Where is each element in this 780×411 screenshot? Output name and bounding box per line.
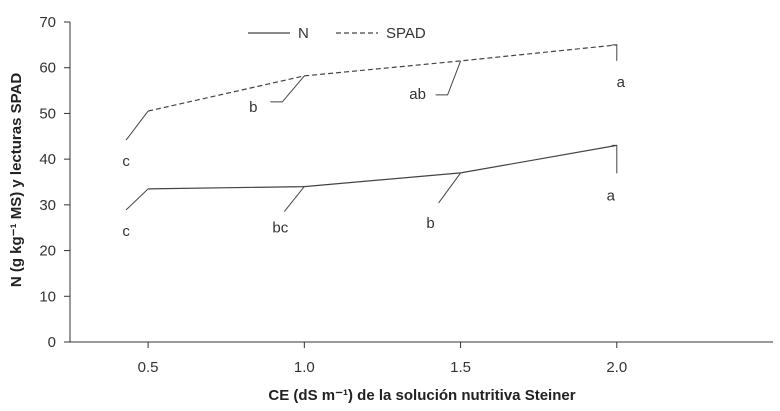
- significance-labels: c bc b a c b ab a: [122, 44, 626, 240]
- leader-line: [611, 144, 618, 174]
- leader-line: [611, 44, 618, 61]
- x-tick-label: 0.5: [138, 359, 159, 376]
- series-line-n: [148, 144, 617, 190]
- y-axis-title: N (g kg⁻¹ MS) y lecturas SPAD: [8, 73, 25, 288]
- significance-label: bc: [272, 220, 288, 237]
- leader-line: [125, 110, 149, 141]
- series-line-spad: [147, 44, 617, 112]
- y-tick-label: 60: [39, 60, 56, 77]
- significance-label: c: [122, 153, 130, 170]
- x-tick-label: 2.0: [606, 359, 627, 376]
- legend-spad-label: SPAD: [386, 25, 426, 42]
- leader-line: [270, 75, 305, 103]
- legend-n-label: N: [298, 25, 309, 42]
- x-tick-label: 1.0: [294, 359, 315, 376]
- significance-label: ab: [409, 86, 426, 103]
- significance-label: a: [617, 74, 626, 91]
- significance-label: b: [426, 215, 434, 232]
- y-tick-label: 70: [39, 14, 56, 31]
- chart-legend: N SPAD: [248, 25, 426, 42]
- significance-label: b: [249, 99, 257, 116]
- significance-label: a: [607, 187, 616, 204]
- leader-line: [125, 188, 149, 211]
- y-tick-label: 10: [39, 288, 56, 305]
- significance-label: c: [122, 223, 130, 240]
- y-tick-label: 0: [48, 334, 56, 351]
- chart-axes: 0 10 20 30 40 50 60 70 0.5 1.0 1.5 2.0: [39, 14, 773, 376]
- y-tick-label: 20: [39, 243, 56, 260]
- leader-line: [283, 186, 305, 212]
- leader-line: [435, 60, 462, 96]
- y-tick-label: 50: [39, 105, 56, 122]
- x-axis-title: CE (dS m⁻¹) de la solución nutritiva Ste…: [268, 387, 575, 404]
- leader-line: [438, 172, 462, 204]
- y-tick-label: 30: [39, 197, 56, 214]
- y-tick-label: 40: [39, 151, 56, 168]
- chart-series: [147, 44, 617, 190]
- x-tick-label: 1.5: [450, 359, 471, 376]
